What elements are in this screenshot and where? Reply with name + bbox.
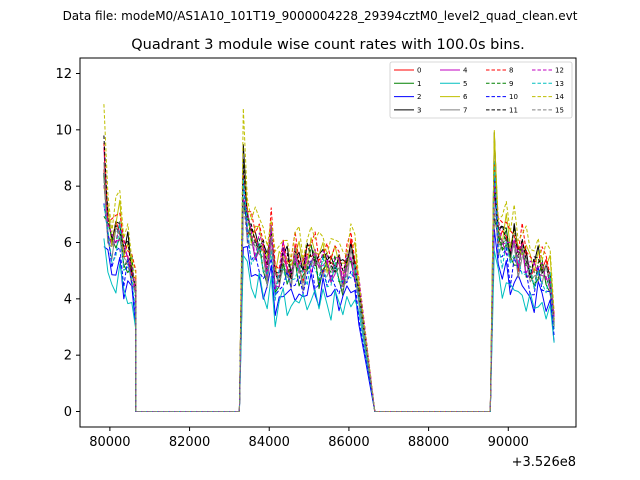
legend-frame — [389, 61, 573, 119]
y-tick-label: 2 — [64, 349, 72, 364]
legend-label-13: 13 — [555, 80, 564, 88]
series-line-11 — [103, 135, 555, 412]
legend-label-2: 2 — [417, 93, 421, 101]
legend-label-0: 0 — [417, 67, 421, 75]
legend-label-3: 3 — [417, 106, 421, 114]
legend-label-9: 9 — [509, 80, 513, 88]
chart-title: Quadrant 3 module wise count rates with … — [131, 37, 525, 53]
y-tick-label: 6 — [64, 236, 72, 251]
series-line-15 — [103, 179, 555, 412]
legend-label-4: 4 — [463, 67, 468, 75]
legend-label-8: 8 — [509, 67, 513, 75]
legend-label-6: 6 — [463, 93, 468, 101]
legend-label-5: 5 — [463, 80, 467, 88]
legend-label-1: 1 — [417, 80, 421, 88]
legend-label-7: 7 — [463, 106, 467, 114]
x-tick-label: 80000 — [89, 435, 130, 450]
y-tick-label: 0 — [64, 405, 72, 420]
suptitle: Data file: modeM0/AS1A10_101T19_90000042… — [63, 9, 578, 23]
series-layer — [103, 104, 555, 412]
legend-label-11: 11 — [509, 106, 518, 114]
x-tick-label: 88000 — [408, 435, 449, 450]
legend-label-12: 12 — [555, 67, 564, 75]
series-line-12 — [103, 183, 555, 412]
plot-frame — [79, 57, 577, 428]
y-tick-label: 10 — [55, 123, 72, 138]
x-offset-label: +3.526e8 — [512, 455, 576, 470]
x-tick-label: 84000 — [249, 435, 290, 450]
x-tick-label: 86000 — [328, 435, 369, 450]
x-tick-label: 82000 — [169, 435, 210, 450]
y-tick-label: 4 — [64, 292, 72, 307]
x-tick-label: 90000 — [488, 435, 529, 450]
legend-label-10: 10 — [509, 93, 518, 101]
y-tick-label: 12 — [55, 67, 72, 82]
legend-label-15: 15 — [555, 106, 564, 114]
legend-label-14: 14 — [555, 93, 564, 101]
y-tick-label: 8 — [64, 180, 72, 195]
series-line-9 — [103, 178, 555, 412]
